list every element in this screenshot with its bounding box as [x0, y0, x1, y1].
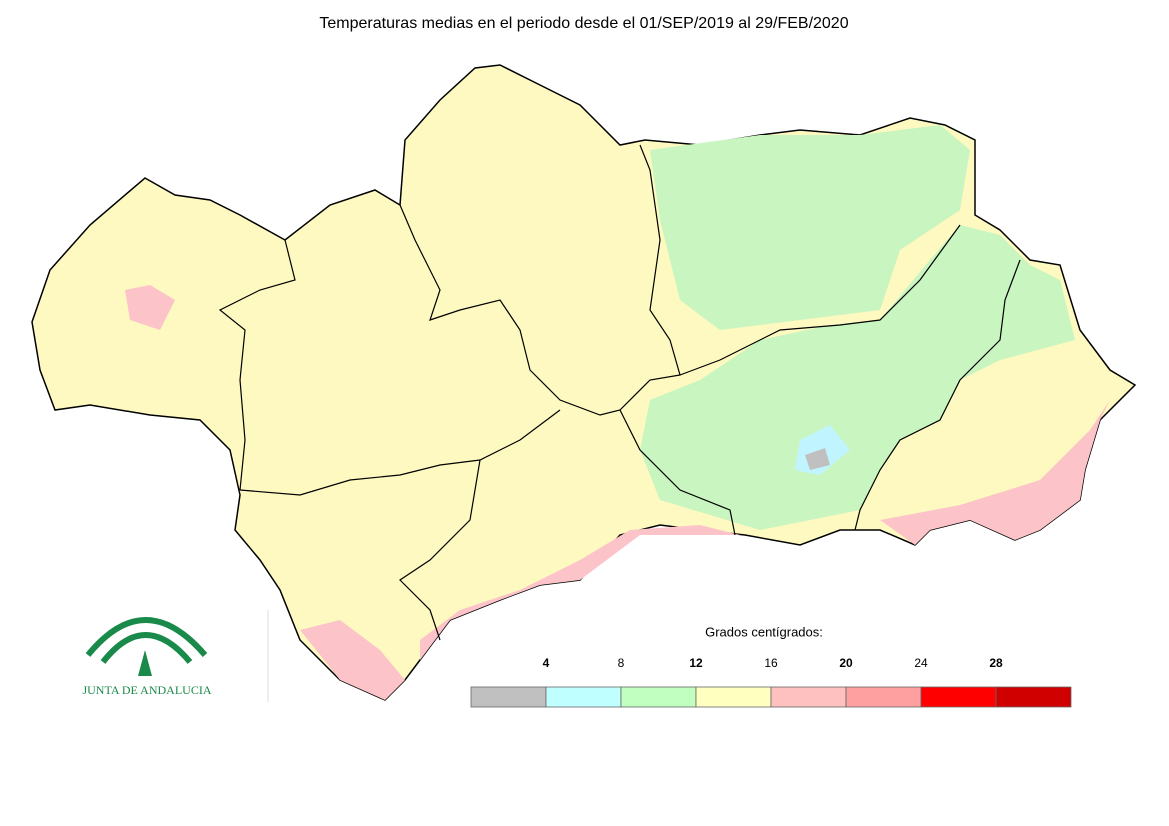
- legend-swatch: [620, 686, 697, 708]
- legend-tick-label: 12: [689, 656, 703, 670]
- province-borders: [218, 144, 1021, 641]
- legend-swatch: [545, 686, 622, 708]
- legend-tick-label: 8: [618, 656, 625, 670]
- cool-zone: [650, 125, 970, 330]
- legend-swatch: [695, 686, 772, 708]
- region-outline: [31, 64, 1137, 701]
- logo-mark: [138, 650, 152, 676]
- warm-zone: [880, 400, 1110, 545]
- map-title: Temperaturas medias en el periodo desde …: [319, 15, 848, 32]
- legend-tick-label: 4: [543, 656, 550, 670]
- warm-zone: [300, 620, 405, 700]
- legend-swatch: [995, 686, 1072, 708]
- legend-tick-label: 20: [839, 656, 853, 670]
- legend-tick-label: 24: [914, 656, 928, 670]
- andalusia-map: [31, 64, 1137, 701]
- legend-swatch: [770, 686, 847, 708]
- legend-title: Grados centígrados:: [705, 624, 823, 639]
- legend: 4 8 12 16 20 24 28: [470, 656, 1072, 708]
- legend-swatch: [845, 686, 922, 708]
- warm-zone: [125, 285, 175, 330]
- legend-swatch: [920, 686, 997, 708]
- legend-swatch: [470, 686, 547, 708]
- logo-arc: [85, 617, 208, 657]
- logo: JUNTA DE ANDALUCIA: [82, 617, 212, 697]
- legend-tick-label: 16: [764, 656, 778, 670]
- logo-text: JUNTA DE ANDALUCIA: [82, 683, 211, 697]
- legend-tick-label: 28: [989, 656, 1003, 670]
- logo-arc: [100, 632, 193, 664]
- coldest-zone: [805, 448, 830, 470]
- cool-zone: [640, 225, 1075, 530]
